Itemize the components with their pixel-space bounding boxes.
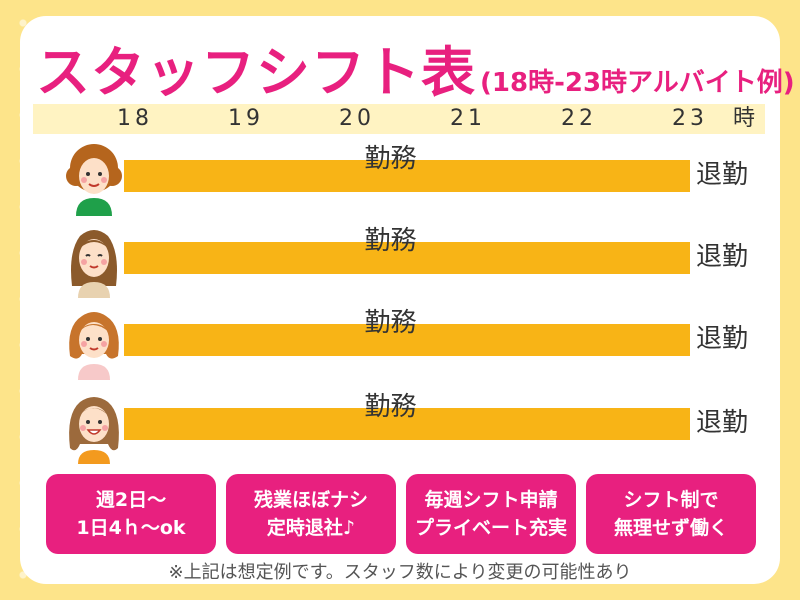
- badge-line: シフト制で: [623, 489, 719, 511]
- staff-avatar-icon: [69, 397, 119, 464]
- feature-badge-shift-system: シフト制で 無理せず働く: [586, 474, 756, 554]
- disclaimer-note: ※上記は想定例です。スタッフ数により変更の可能性あり: [168, 562, 632, 583]
- badge-line: プライベート充実: [414, 517, 567, 539]
- feature-badge-weekly-days: 週2日〜 1日4ｈ〜ok: [46, 474, 216, 554]
- shift-bar-label: 勤務: [364, 392, 417, 422]
- page-title: スタッフシフト表 (18時-23時アルバイト例): [36, 28, 795, 104]
- shift-bar: [124, 324, 690, 356]
- title-main: スタッフシフト表: [36, 41, 476, 104]
- shift-bar-label: 勤務: [364, 144, 417, 174]
- tick-label: 19: [228, 106, 264, 131]
- badge-line: 定時退社♪: [266, 517, 356, 539]
- shift-row: 勤務 退勤: [0, 136, 800, 220]
- badge-line: 無理せず働く: [613, 517, 728, 539]
- staff-avatar-icon: [69, 312, 119, 380]
- shift-bar: [124, 242, 690, 274]
- shift-row: 勤務 退勤: [0, 384, 800, 468]
- staff-avatar-icon: [71, 230, 117, 298]
- shift-end-label: 退勤: [696, 408, 749, 438]
- badge-line: 週2日〜: [95, 489, 167, 511]
- shift-end-label: 退勤: [696, 160, 749, 190]
- hour-unit-label: 時: [733, 106, 756, 131]
- shift-bar: [124, 408, 690, 440]
- shift-bar-label: 勤務: [364, 226, 417, 256]
- shift-bar-label: 勤務: [364, 308, 417, 338]
- staff-avatar-icon: [66, 144, 122, 216]
- tick-label: 23: [672, 106, 708, 131]
- shift-bar: [124, 160, 690, 192]
- tick-label: 20: [339, 106, 375, 131]
- badge-line: 毎週シフト申請: [424, 489, 558, 511]
- timeline-ruler: [33, 104, 765, 134]
- shift-row: 勤務 退勤: [0, 300, 800, 384]
- feature-badge-no-overtime: 残業ほぼナシ 定時退社♪: [226, 474, 396, 554]
- badge-line: 残業ほぼナシ: [253, 489, 368, 511]
- shift-row: 勤務 退勤: [0, 218, 800, 302]
- tick-label: 18: [117, 106, 153, 131]
- feature-badge-weekly-request: 毎週シフト申請 プライベート充実: [406, 474, 576, 554]
- tick-label: 22: [561, 106, 597, 131]
- badge-line: 1日4ｈ〜ok: [76, 517, 186, 539]
- shift-end-label: 退勤: [696, 242, 749, 272]
- tick-label: 21: [450, 106, 486, 131]
- shift-end-label: 退勤: [696, 324, 749, 354]
- title-sub: (18時-23時アルバイト例): [480, 68, 795, 98]
